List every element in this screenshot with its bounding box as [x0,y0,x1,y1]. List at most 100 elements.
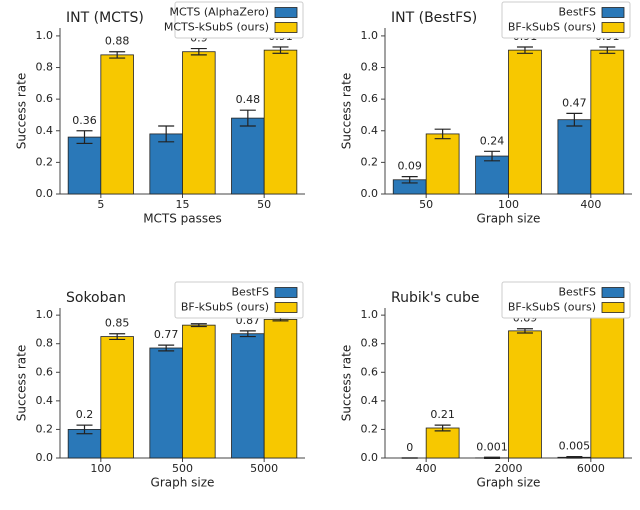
x-axis-label: Graph size [477,476,541,490]
bar [508,330,542,459]
bar [67,136,102,195]
legend-label: BF-kSubS (ours) [181,301,269,314]
error-bar [76,424,93,435]
y-tick-label: 0.2 [361,422,379,435]
bar [100,336,134,459]
bar [149,133,183,195]
x-tick-label: 50 [257,198,271,211]
data-label: 0.36 [72,114,97,127]
chart-title: Rubik's cube [391,290,480,306]
data-label: 0.09 [397,160,422,173]
error-bar [109,333,126,341]
y-tick-label: 0.4 [361,124,379,137]
error-bar [239,330,256,338]
bar [475,155,509,195]
y-tick-label: 0.0 [361,451,379,464]
error-bar [401,176,418,184]
legend-frame [174,1,304,39]
error-bar [516,46,533,54]
x-tick-label: 500 [172,462,193,475]
legend-label: BestFS [559,286,596,299]
y-tick-label: 0.0 [36,451,54,464]
x-axis-label: Graph size [151,476,215,490]
legend-swatch [274,7,298,18]
y-tick-label: 0.8 [36,61,54,74]
y-axis-label: Success rate [340,73,354,150]
legend-swatch [601,287,625,298]
legend-label: MCTS (AlphaZero) [169,6,269,19]
error-bar [484,150,501,162]
legend-label: BF-kSubS (ours) [508,21,596,34]
y-tick-label: 0.6 [361,365,379,378]
y-tick-label: 1.0 [36,308,54,321]
bar [508,49,542,195]
data-label: 0.001 [476,440,508,453]
y-tick-label: 0.2 [36,422,54,435]
data-label: 0 [406,441,413,454]
y-tick-label: 0.4 [36,394,54,407]
legend-label: BestFS [232,286,269,299]
data-label: 0.47 [562,96,587,109]
legend-label: BestFS [559,6,596,19]
legend-swatch [274,302,298,313]
y-tick-label: 0.4 [36,124,54,137]
x-tick-label: 100 [498,198,519,211]
error-bar [566,112,583,127]
y-tick-label: 0.2 [36,155,54,168]
data-label: 0.2 [76,408,94,421]
y-tick-label: 0.8 [361,337,379,350]
error-bar [239,109,256,127]
bar [557,119,592,195]
data-label: 0.88 [105,35,130,48]
x-axis-label: MCTS passes [143,212,222,226]
x-tick-label: 400 [580,198,601,211]
error-bar [158,125,175,143]
y-tick-label: 0.2 [361,155,379,168]
error-bar [76,130,93,145]
bar [182,324,216,459]
x-tick-label: 6000 [577,462,605,475]
data-label: 0.24 [480,134,505,147]
legend-label: MCTS-kSubS (ours) [164,21,269,34]
chart-title: Sokoban [66,290,126,306]
error-bar [599,46,616,54]
y-axis-label: Success rate [340,345,354,422]
error-bar [190,323,207,328]
error-bar [566,455,583,459]
legend-frame [501,1,631,39]
x-tick-label: 2000 [495,462,523,475]
legend-swatch [601,7,625,18]
bar [149,347,183,459]
y-axis-label: Success rate [15,73,29,150]
chart-title: INT (MCTS) [66,10,144,26]
y-tick-label: 1.0 [361,29,379,42]
y-tick-label: 0.8 [361,61,379,74]
x-tick-label: 100 [90,462,111,475]
bar [590,49,625,195]
error-bar [516,328,533,334]
data-label: 0.77 [154,328,179,341]
error-bar [109,51,126,59]
x-tick-label: 50 [419,198,433,211]
data-label: 0.85 [105,317,130,330]
bar [263,49,298,195]
x-tick-label: 5000 [250,462,278,475]
y-tick-label: 0.6 [361,92,379,105]
legend-swatch [601,22,625,33]
x-tick-label: 5 [97,198,104,211]
error-bar [484,456,501,460]
y-tick-label: 0.0 [36,187,54,200]
legend-frame [174,281,304,319]
legend-swatch [274,22,298,33]
error-bar [190,47,207,56]
bar [231,333,265,459]
error-bar [434,424,451,432]
legend-label: BF-kSubS (ours) [508,301,596,314]
x-axis-label: Graph size [477,212,541,226]
y-tick-label: 0.6 [36,365,54,378]
error-bar [434,128,451,140]
legend-swatch [601,302,625,313]
error-bar [272,46,289,54]
